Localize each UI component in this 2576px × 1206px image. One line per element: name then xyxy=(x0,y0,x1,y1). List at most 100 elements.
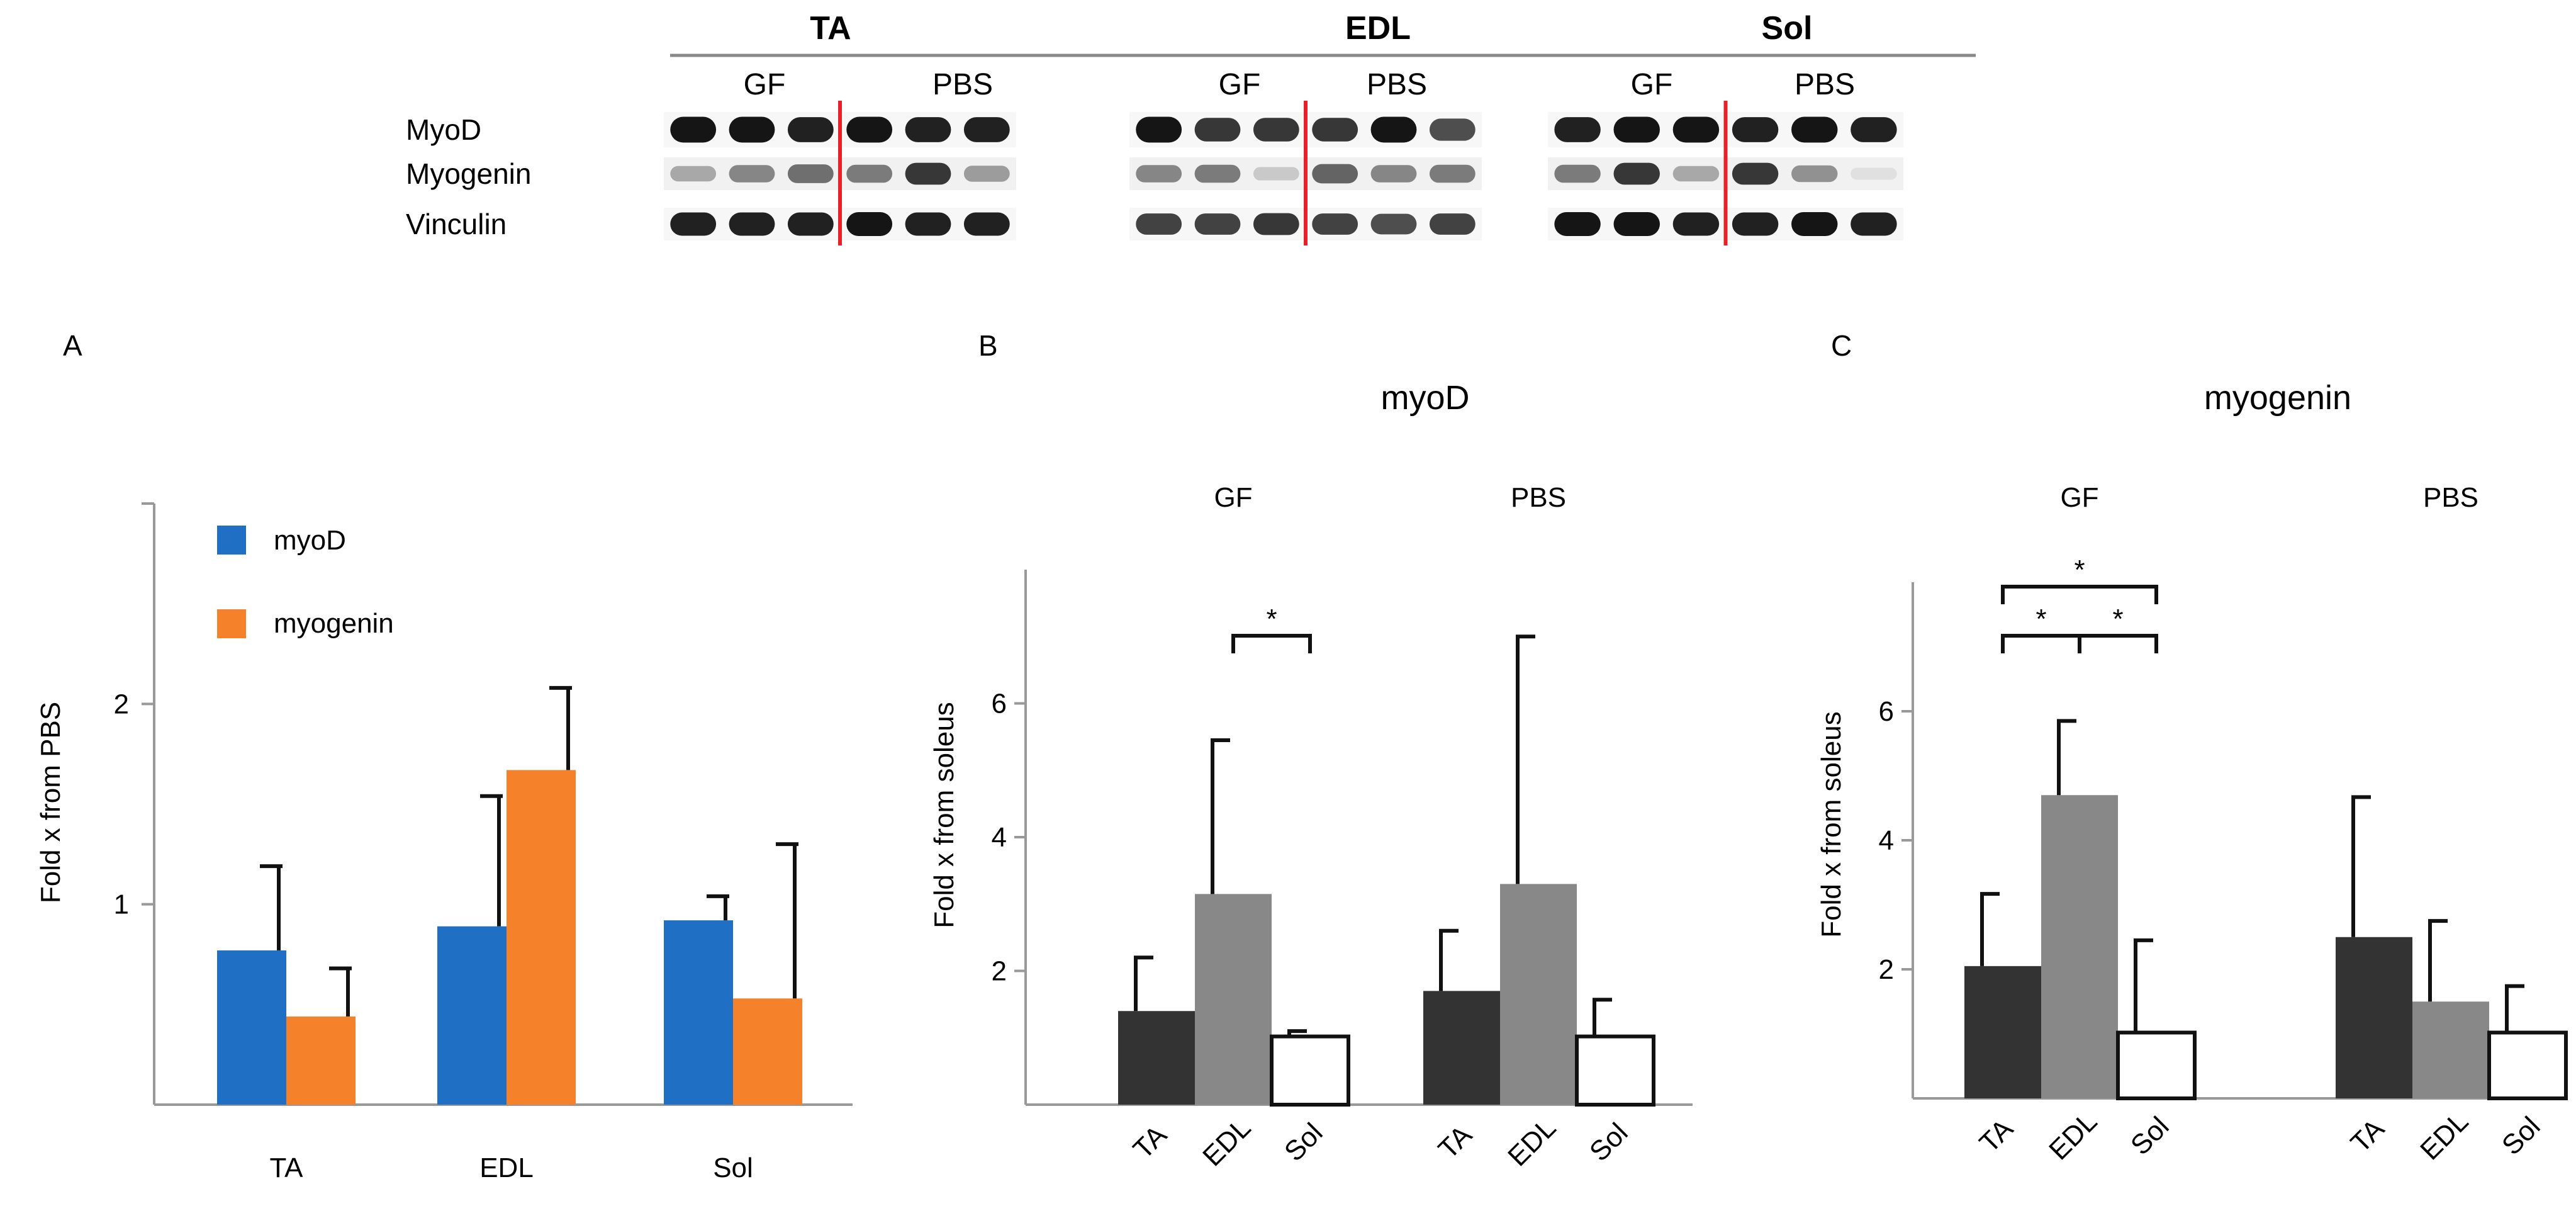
blot-band xyxy=(1370,213,1417,235)
blot-band xyxy=(1429,164,1476,183)
blot-band xyxy=(1851,212,1897,236)
blot-band xyxy=(1136,116,1182,143)
chart-b-x-tick-label-pbs-ta: TA xyxy=(1433,1119,1479,1165)
blot-band xyxy=(1136,165,1182,183)
chart-c-x-tick-label-gf-edl: EDL xyxy=(2043,1106,2103,1166)
blot-band xyxy=(670,212,717,236)
blot-group-label-sol-pbs: PBS xyxy=(1795,68,1855,101)
blot-band xyxy=(1613,116,1660,143)
chart-b: myoD Fold x from soleus 2 4 6 GF TA EDL Sol PBS… xyxy=(929,379,1693,1172)
significance-bracket xyxy=(1231,634,1312,653)
blot-band xyxy=(787,212,834,236)
chart-c-ylabel: Fold x from soleus xyxy=(1816,711,1847,937)
blot-band xyxy=(1554,117,1601,142)
blot-band xyxy=(1732,117,1779,142)
blot-group-label-edl-gf: GF xyxy=(1219,68,1261,101)
blot-band xyxy=(1253,118,1299,142)
blot-muscle-label-ta: TA xyxy=(810,10,851,47)
chart-c-y-tick-label: 6 xyxy=(1879,696,1894,727)
bar-myogenin-edl xyxy=(507,770,576,1105)
blot-band xyxy=(1194,118,1241,142)
blot-band xyxy=(1554,164,1601,183)
bar-gf-sol xyxy=(1270,1034,1350,1107)
legend-swatch-myod xyxy=(217,526,246,555)
blot-band xyxy=(1732,162,1779,185)
blot-row-label-vinculin: Vinculin xyxy=(406,208,507,240)
blot-band xyxy=(1791,212,1838,236)
chart-c-x-tick-label-gf-sol: Sol xyxy=(2125,1111,2175,1161)
blot-band xyxy=(905,212,951,236)
blot-band xyxy=(670,116,717,143)
blot-band xyxy=(1312,164,1358,184)
blot-band xyxy=(787,164,834,183)
blot-band xyxy=(1370,165,1417,183)
bar-myod-edl xyxy=(437,926,507,1105)
blot-band xyxy=(1732,212,1779,236)
blot-group-label-ta-gf: GF xyxy=(744,68,786,101)
chart-c-x-tick-label-gf-ta: TA xyxy=(1974,1113,2020,1159)
blot-band xyxy=(963,166,1010,182)
legend-label-myod: myoD xyxy=(274,525,346,556)
blot-band xyxy=(1370,116,1417,143)
chart-a-y-tick-label: 2 xyxy=(114,689,129,719)
blot-band xyxy=(963,117,1010,142)
blot-band xyxy=(1613,212,1660,236)
chart-a-x-tick-label-sol: Sol xyxy=(713,1152,753,1183)
significance-bracket xyxy=(2001,634,2081,653)
chart-a-x-tick-label-edl: EDL xyxy=(479,1152,534,1183)
blot-group-label-sol-gf: GF xyxy=(1631,68,1673,101)
panel-label-b: B xyxy=(978,329,998,362)
bar-pbs-sol xyxy=(1575,1034,1655,1107)
significance-star: * xyxy=(1266,604,1277,634)
blot-band xyxy=(1672,212,1720,236)
blot-band xyxy=(846,164,893,183)
chart-c: myogenin Fold x from soleus 2 4 6 GF TA EDL So… xyxy=(1816,379,2568,1166)
chart-b-y-tick-label: 2 xyxy=(992,956,1007,987)
significance-star: * xyxy=(2036,604,2046,634)
bar-pbs-edl xyxy=(2412,1001,2489,1098)
chart-c-y-tick-label: 2 xyxy=(1879,954,1894,985)
blot-band xyxy=(729,116,775,143)
blot-band xyxy=(1429,213,1476,235)
blot-row-label-myod: MyoD xyxy=(406,113,481,146)
chart-a-y-tick-label: 1 xyxy=(114,889,129,920)
chart-b-group-label-gf: GF xyxy=(1214,482,1252,513)
bar-myod-sol xyxy=(664,920,733,1105)
blot-band xyxy=(1672,166,1720,182)
blot-row-label-myogenin: Myogenin xyxy=(406,157,531,190)
blot-band xyxy=(1851,167,1897,180)
blot-band xyxy=(670,166,717,182)
bar-gf-edl xyxy=(1195,894,1272,1105)
blot-band xyxy=(963,212,1010,236)
bar-gf-ta xyxy=(1964,966,2041,1098)
chart-b-title: myoD xyxy=(1380,379,1469,417)
blot-band xyxy=(905,162,951,185)
blot-band xyxy=(1554,212,1601,236)
blot-band xyxy=(1613,162,1660,185)
legend-label-myogenin: myogenin xyxy=(274,608,394,639)
bar-gf-sol xyxy=(2116,1030,2197,1100)
chart-c-x-tick-label-pbs-ta: TA xyxy=(2345,1113,2391,1159)
blot-group-label-edl-pbs: PBS xyxy=(1367,68,1427,101)
blot-band xyxy=(1253,213,1299,235)
blot-band xyxy=(846,116,893,143)
chart-a-x-tick-label-ta: TA xyxy=(270,1152,304,1183)
blot-band xyxy=(1672,116,1720,143)
blot-band xyxy=(1253,167,1299,181)
chart-b-group-label-pbs: PBS xyxy=(1511,482,1566,513)
bar-myogenin-ta xyxy=(286,1016,356,1105)
chart-a: Fold x from PBS myoD myogenin 1 2 TA EDL Sol xyxy=(35,502,853,1183)
panel-label-a: A xyxy=(63,329,82,362)
bar-myogenin-sol xyxy=(733,998,802,1105)
chart-b-y-tick-label: 4 xyxy=(992,822,1007,853)
bar-pbs-ta xyxy=(2336,937,2412,1098)
blot-muscle-label-sol: Sol xyxy=(1762,10,1813,47)
blot-band xyxy=(1312,118,1358,142)
blot-band xyxy=(1429,118,1476,141)
bar-gf-ta xyxy=(1118,1011,1195,1105)
blot-band xyxy=(1791,116,1838,143)
chart-c-x-tick-label-pbs-sol: Sol xyxy=(2496,1111,2546,1161)
chart-c-title: myogenin xyxy=(2204,379,2351,417)
blot-group-label-ta-pbs: PBS xyxy=(932,68,993,101)
